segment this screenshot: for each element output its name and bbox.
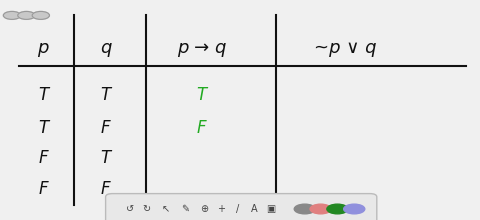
Text: /: / bbox=[236, 204, 239, 214]
Text: T: T bbox=[38, 86, 48, 104]
Text: ↖: ↖ bbox=[162, 204, 169, 214]
Text: T: T bbox=[38, 119, 48, 137]
Text: p: p bbox=[37, 39, 49, 57]
Text: T: T bbox=[100, 149, 111, 167]
Circle shape bbox=[344, 204, 365, 214]
Circle shape bbox=[3, 11, 21, 19]
FancyBboxPatch shape bbox=[106, 194, 377, 220]
Text: ▣: ▣ bbox=[266, 204, 276, 214]
Circle shape bbox=[18, 11, 35, 19]
Text: q: q bbox=[100, 39, 111, 57]
Text: ↺: ↺ bbox=[126, 204, 133, 214]
Circle shape bbox=[327, 204, 348, 214]
Text: T: T bbox=[100, 86, 111, 104]
Circle shape bbox=[32, 11, 49, 19]
Text: F: F bbox=[101, 119, 110, 137]
Text: F: F bbox=[38, 180, 48, 198]
Text: p → q: p → q bbox=[177, 39, 226, 57]
Text: ✎: ✎ bbox=[181, 204, 189, 214]
Circle shape bbox=[310, 204, 331, 214]
Text: A: A bbox=[251, 204, 258, 214]
Text: ~p ∨ q: ~p ∨ q bbox=[314, 39, 377, 57]
Text: T: T bbox=[196, 86, 207, 104]
Text: F: F bbox=[101, 180, 110, 198]
Circle shape bbox=[294, 204, 315, 214]
Text: F: F bbox=[197, 119, 206, 137]
Text: ⊕: ⊕ bbox=[200, 204, 208, 214]
Text: ↻: ↻ bbox=[143, 204, 150, 214]
Text: +: + bbox=[217, 204, 225, 214]
Text: F: F bbox=[38, 149, 48, 167]
